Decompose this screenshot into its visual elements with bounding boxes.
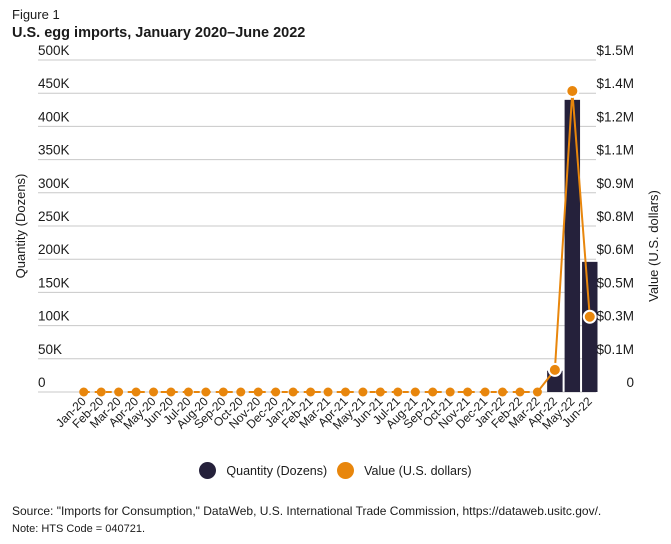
y-tick-label: 50K [38,342,62,357]
value-point-Sep-21 [428,387,438,397]
legend: Quantity (Dozens) Value (U.S. dollars) [0,462,671,479]
bars [547,99,598,392]
value-point-Oct-21 [445,387,455,397]
value-point-Feb-20 [96,387,106,397]
y-tick-label: 500K [38,43,70,58]
chart-title: U.S. egg imports, January 2020–June 2022 [12,25,306,41]
y2-tick-label: $0.9M [596,176,634,191]
legend-swatch-quantity [199,462,217,479]
value-point-Nov-21 [463,387,473,397]
value-point-Feb-21 [306,387,316,397]
y-axis-left-ticks: 0 50K 100K 150K 200K 250K 300K 350K 400K 450K 500K [38,43,70,390]
y-axis-right-title: Value (U.S. dollars) [646,190,661,302]
gridlines [38,59,596,393]
value-point-Jul-20 [183,387,193,397]
legend-label-quantity: Quantity (Dozens) [226,463,328,478]
y-axis-left-title: Quantity (Dozens) [13,174,28,279]
value-point-Apr-20 [131,387,141,397]
y-tick-label: 450K [38,76,70,91]
y2-tick-label: $0.1M [596,342,634,357]
y2-tick-label: $0.8M [596,209,634,224]
value-point-Mar-20 [114,387,124,397]
legend-item-quantity: Quantity (Dozens) [199,462,327,479]
value-point-Oct-20 [236,387,246,397]
y-tick-label: 350K [38,143,70,158]
value-point-Feb-22 [515,387,525,397]
value-point-Jun-22 [582,309,597,324]
y-tick-label: 400K [38,109,70,124]
y2-tick-label: 0 [626,375,634,390]
value-point-Apr-21 [340,387,350,397]
y2-tick-label: $0.6M [596,242,634,257]
value-point-Jun-20 [166,387,176,397]
value-point-May-21 [358,387,368,397]
value-line [79,83,597,397]
y-axis-right-ticks: 0 $0.1M $0.3M $0.5M $0.6M $0.8M $0.9M $1.1M $1.2… [596,43,634,390]
value-point-Mar-22 [532,387,542,397]
y-tick-label: 0 [38,375,46,390]
value-point-Dec-21 [480,387,490,397]
value-point-Jan-20 [79,387,89,397]
y-tick-label: 200K [38,242,70,257]
value-point-Aug-20 [201,387,211,397]
bar-May-22 [564,99,581,392]
value-point-Jun-21 [375,387,385,397]
value-point-Apr-22 [547,362,562,377]
y2-tick-label: $0.3M [596,309,634,324]
value-point-Dec-20 [271,387,281,397]
value-point-Jan-21 [288,387,298,397]
value-point-May-22 [565,83,580,98]
hts-note: Note: HTS Code = 040721. [12,523,145,535]
figure-label: Figure 1 [12,7,60,22]
y2-tick-label: $1.2M [596,109,634,124]
value-point-Jul-21 [393,387,403,397]
legend-label-value: Value (U.S. dollars) [364,463,472,478]
y2-tick-label: $1.5M [596,43,634,58]
y-tick-label: 300K [38,176,70,191]
value-line-solid [536,90,591,393]
value-point-Aug-21 [410,387,420,397]
y-tick-label: 100K [38,309,70,324]
y-tick-label: 150K [38,275,70,290]
y2-tick-label: $1.4M [596,76,634,91]
value-point-Nov-20 [253,387,263,397]
y2-tick-label: $0.5M [596,275,634,290]
value-point-Mar-21 [323,387,333,397]
legend-swatch-value [337,462,355,479]
legend-item-value: Value (U.S. dollars) [337,462,472,479]
value-point-Sep-20 [218,387,228,397]
x-axis-ticks: Jan-20Feb-20Mar-20Apr-20May-20Jun-20Jul-… [53,394,595,432]
y-tick-label: 250K [38,209,70,224]
source-note: Source: "Imports for Consumption," DataW… [12,504,602,518]
value-point-May-20 [149,387,159,397]
y2-tick-label: $1.1M [596,143,634,158]
bar-Jun-22 [582,261,598,392]
chart: 0 50K 100K 150K 200K 250K 300K 350K 400K 450K 500K… [13,43,661,432]
value-point-Jan-22 [498,387,508,397]
